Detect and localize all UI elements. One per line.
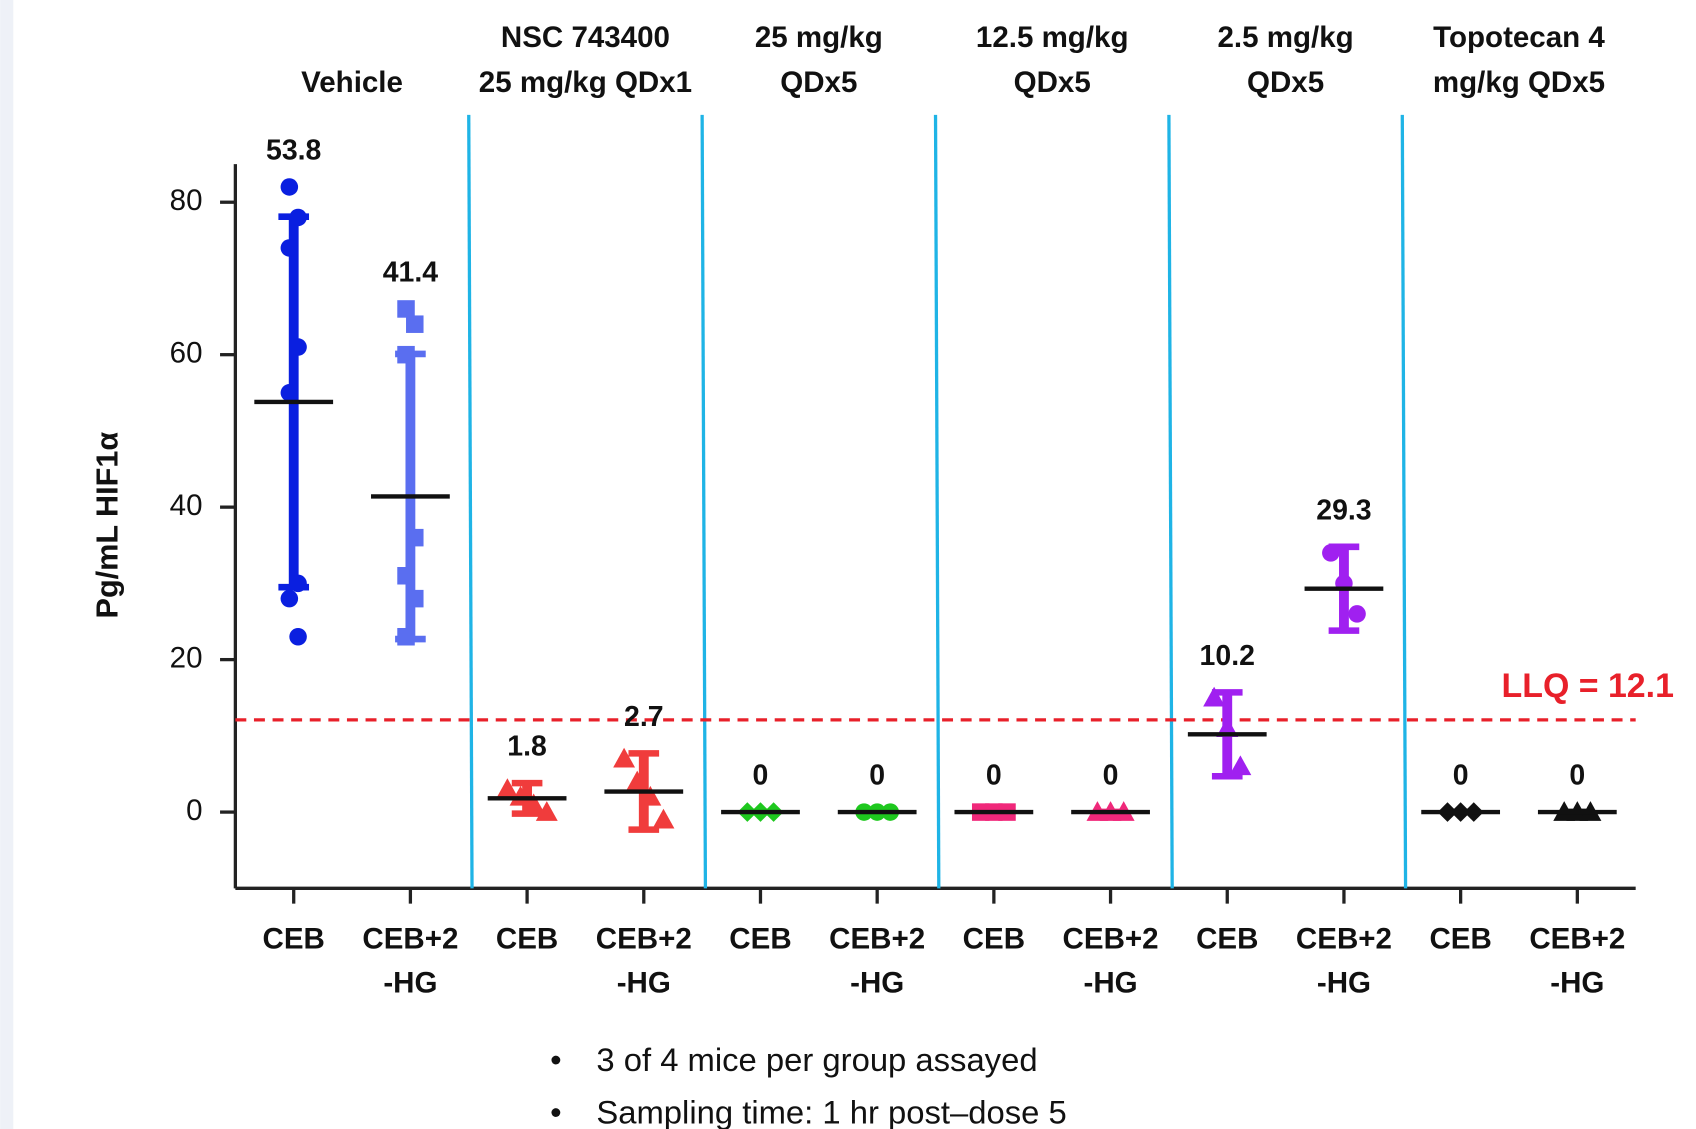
data-point <box>1203 686 1226 707</box>
x-tick-label: CEB <box>963 923 1025 956</box>
group-divider <box>467 114 474 889</box>
y-tick-label: 80 <box>170 184 203 217</box>
x-tick-label: CEB+2 <box>1063 923 1159 956</box>
data-point <box>397 345 415 364</box>
note: 3 of 4 mice per group assayed <box>596 1041 1037 1078</box>
bullet: • <box>550 1041 561 1078</box>
group-divider <box>1167 114 1174 889</box>
data-point <box>397 567 415 585</box>
group-label: QDx5 <box>780 66 857 99</box>
mean-label: 0 <box>869 760 885 792</box>
data-point <box>289 338 307 356</box>
data-point <box>496 778 519 798</box>
data-point <box>280 239 299 257</box>
group-label: QDx5 <box>1247 66 1324 99</box>
group-label: mg/kg QDx5 <box>1433 66 1605 99</box>
data-point <box>280 384 299 402</box>
data-point <box>522 793 545 814</box>
mean-label: 0 <box>753 760 769 792</box>
y-axis-label: Pg/mL HIF1α <box>91 432 125 619</box>
mean-label: 0 <box>986 760 1002 792</box>
data-point <box>289 627 307 646</box>
mean-label: 0 <box>1103 760 1119 792</box>
group-label: QDx5 <box>1014 66 1091 99</box>
data-point <box>535 801 558 821</box>
group-divider <box>933 114 941 889</box>
x-tick-label: -HG <box>1550 966 1604 999</box>
x-tick-label: -HG <box>1084 966 1138 999</box>
x-tick-label: -HG <box>617 966 671 999</box>
group-label: 25 mg/kg QDx1 <box>479 66 692 99</box>
mean-label: 1.8 <box>507 731 547 763</box>
data-point <box>289 574 307 593</box>
y-tick-label: 20 <box>170 641 203 674</box>
group-label: 25 mg/kg <box>755 21 883 54</box>
mean-label: 0 <box>1569 760 1585 792</box>
data-point <box>1322 544 1340 562</box>
x-tick-label: -HG <box>383 966 437 999</box>
data-point <box>652 808 675 829</box>
data-point <box>509 785 532 806</box>
data-point <box>397 300 415 318</box>
data-point <box>406 589 424 608</box>
data-point <box>280 589 299 608</box>
data-point <box>1229 755 1252 776</box>
group-divider <box>700 114 708 889</box>
side-strip <box>0 0 14 1129</box>
data-point <box>397 627 415 646</box>
y-tick-label: 0 <box>186 794 202 827</box>
group-divider <box>1400 114 1408 889</box>
data-point <box>280 178 299 196</box>
note: Sampling time: 1 hr post–dose 5 <box>596 1093 1066 1129</box>
mean-label: 2.7 <box>624 701 664 733</box>
data-point <box>289 208 307 227</box>
threshold-label: LLQ = 12.1 <box>1502 667 1674 705</box>
x-tick-label: -HG <box>850 966 904 999</box>
x-tick-label: CEB <box>263 923 325 956</box>
mean-label: 0 <box>1453 760 1469 792</box>
x-tick-label: CEB <box>729 923 791 956</box>
bullet: • <box>550 1093 561 1129</box>
group-label: 12.5 mg/kg <box>976 21 1129 54</box>
y-tick-label: 40 <box>170 489 203 522</box>
data-point <box>406 528 424 547</box>
x-tick-label: CEB+2 <box>1529 923 1625 956</box>
group-label: NSC 743400 <box>501 21 670 54</box>
mean-label: 41.4 <box>383 256 439 288</box>
x-tick-label: CEB+2 <box>829 923 925 956</box>
data-point <box>1216 717 1239 737</box>
data-point <box>639 785 662 806</box>
x-tick-label: CEB <box>496 923 558 956</box>
x-tick-label: CEB+2 <box>1296 923 1392 956</box>
x-tick-label: CEB+2 <box>362 923 458 956</box>
x-tick-label: CEB+2 <box>596 923 692 956</box>
data-point <box>406 315 424 333</box>
group-label: 2.5 mg/kg <box>1218 21 1354 54</box>
group-label: Vehicle <box>301 66 403 99</box>
x-tick-label: -HG <box>1317 966 1371 999</box>
data-point <box>626 770 649 791</box>
data-point <box>613 747 636 768</box>
x-tick-label: CEB <box>1429 923 1491 956</box>
group-label: Topotecan 4 <box>1433 21 1605 54</box>
mean-label: 29.3 <box>1316 494 1371 526</box>
mean-label: 53.8 <box>266 134 321 166</box>
data-point <box>1348 605 1366 623</box>
y-tick-label: 60 <box>170 336 203 369</box>
x-tick-label: CEB <box>1196 923 1258 956</box>
mean-label: 10.2 <box>1200 640 1255 672</box>
